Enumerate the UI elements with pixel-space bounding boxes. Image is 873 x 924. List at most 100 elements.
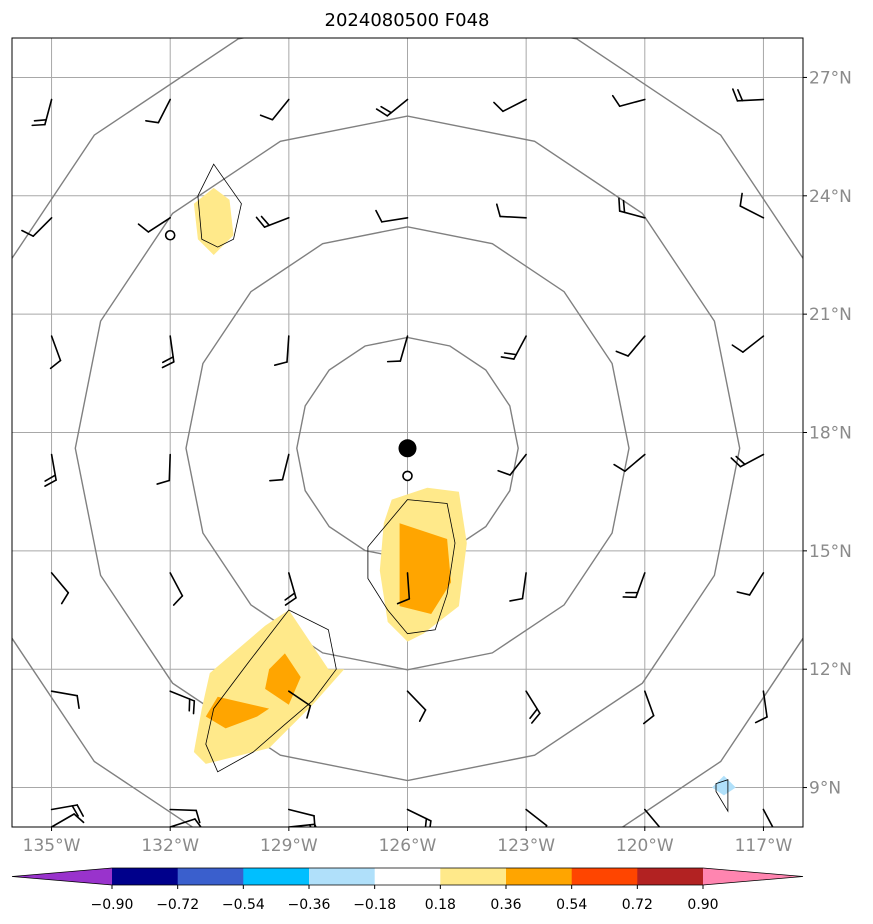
y-tick-label: 27°N: [809, 68, 852, 88]
wind-barb-flag: [618, 197, 621, 212]
y-tick-label: 9°N: [809, 779, 841, 799]
wind-barb-staff: [169, 808, 197, 812]
wind-barb-flag: [622, 596, 637, 599]
wind-barb-flag: [161, 356, 174, 364]
wind-barb-flag: [269, 478, 284, 482]
wind-barb: [613, 453, 646, 473]
wind-barb-staff: [406, 690, 427, 711]
wind-barb: [169, 690, 196, 715]
wind-barb-staff: [157, 98, 171, 124]
wind-barb: [622, 572, 646, 599]
wind-barb-flag: [531, 712, 541, 724]
wind-barb-staff: [406, 808, 432, 822]
x-tick-label: 123°W: [497, 836, 555, 856]
wind-barb-staff: [525, 826, 552, 827]
wind-barb-flag: [161, 361, 175, 369]
wind-barb-flag: [44, 479, 57, 487]
wind-barb: [44, 453, 57, 487]
wind-barb: [731, 335, 765, 353]
wind-barb-flag: [380, 105, 392, 114]
wind-barb-staff: [762, 808, 777, 827]
wind-barb-staff: [748, 572, 765, 596]
colorbar-swatch: [112, 868, 179, 885]
wind-barb: [642, 690, 655, 725]
range-ring: [74, 115, 741, 782]
x-axis-ticks: 135°W 132°W 129°W 126°W 123°W 120°W 117°W: [23, 827, 793, 856]
wind-barb: [736, 572, 765, 596]
wind-barb-flag: [739, 192, 743, 207]
wind-barb-staff: [169, 818, 196, 827]
wind-barb-staff: [742, 335, 765, 353]
wind-barb-flag: [736, 591, 751, 596]
wind-barb-staff: [286, 335, 290, 363]
range-rings: [12, 38, 803, 827]
colorbar-tick-label: 0.18: [425, 897, 456, 913]
storm-center-marker: [398, 439, 417, 458]
wind-barb: [31, 98, 53, 127]
wind-barb: [500, 335, 527, 360]
wind-barb-staff: [627, 335, 646, 357]
wind-barb: [730, 453, 765, 468]
range-ring: [185, 226, 630, 671]
range-ring: [12, 38, 803, 827]
wind-barb-flag: [273, 361, 288, 366]
wind-barb-staff: [386, 98, 409, 117]
colorbar-swatch: [440, 868, 507, 885]
colorbar-swatch: [243, 868, 310, 885]
wind-barb-flag: [44, 474, 57, 482]
wind-barb-flag: [260, 215, 270, 227]
gridlines: [12, 38, 803, 827]
wind-barb: [269, 453, 290, 482]
x-tick-label: 129°W: [260, 836, 318, 856]
wind-barb: [406, 808, 432, 827]
wind-barb: [169, 808, 201, 824]
contour-line: [205, 609, 337, 773]
wind-barb-flag: [625, 591, 639, 594]
wind-barb-flag: [71, 805, 79, 817]
wind-barb: [509, 572, 527, 602]
wind-barb-flag: [137, 223, 150, 233]
wind-barb: [21, 217, 53, 237]
wind-barb-flag: [497, 469, 511, 476]
wind-barb-flag: [255, 216, 266, 228]
wind-barb-flag: [396, 598, 411, 605]
wind-barb-flag: [613, 463, 626, 473]
wind-barb-flag: [145, 119, 160, 124]
wind-barb: [375, 209, 409, 223]
wind-barb-flag: [306, 704, 312, 719]
y-tick-label: 24°N: [809, 187, 852, 207]
storm-markers: [164, 229, 417, 482]
wind-barb-staff: [147, 217, 171, 233]
wind-barb-flag: [195, 809, 201, 824]
wind-barb: [611, 94, 646, 108]
x-tick-label: 117°W: [735, 836, 793, 856]
wind-barb-flag: [495, 203, 501, 218]
wind-barb-flag: [192, 700, 196, 715]
wind-barb-staff: [32, 217, 53, 237]
colorbar-tick-label: 0.36: [490, 897, 521, 913]
wind-barb: [161, 335, 175, 369]
colorbar-extend-low: [12, 868, 112, 885]
wind-barb: [375, 98, 409, 117]
wind-barb-flag: [313, 823, 321, 827]
wind-barb-flag: [60, 592, 70, 605]
contour-line: [715, 779, 729, 813]
wind-barb: [273, 335, 290, 366]
wind-barb: [255, 215, 290, 228]
wind-barb: [732, 88, 765, 102]
wind-barb: [495, 203, 527, 219]
wind-barb-flag: [428, 820, 432, 827]
wind-barb: [145, 98, 171, 124]
wind-barb: [49, 335, 62, 370]
y-tick-label: 18°N: [809, 424, 852, 444]
colorbar-swatch: [374, 868, 441, 885]
wind-barb: [493, 98, 527, 113]
wind-barb: [754, 690, 768, 724]
colorbar-tick-label: −0.18: [353, 897, 396, 913]
wind-barb-staff: [643, 690, 655, 717]
wind-barb-flag: [194, 818, 204, 827]
wind-barb-staff: [513, 335, 527, 360]
x-tick-label: 126°W: [379, 836, 437, 856]
track-position-marker: [164, 229, 176, 241]
